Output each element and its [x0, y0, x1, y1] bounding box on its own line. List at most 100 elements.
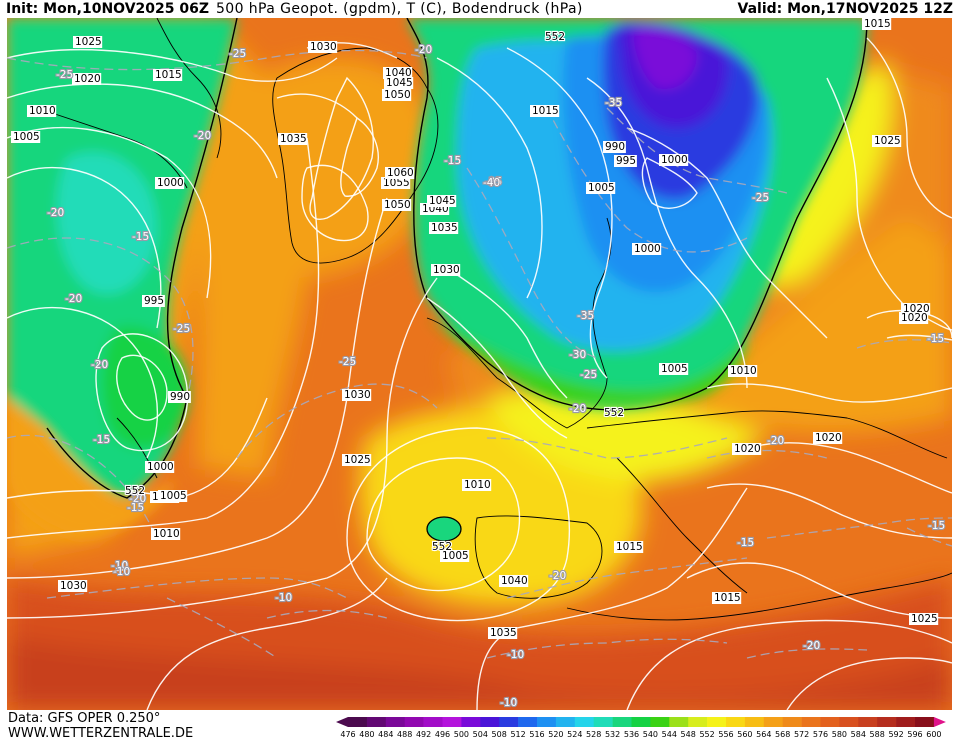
temperature-label: -15 — [737, 537, 754, 549]
colorbar-tick-label: 508 — [492, 730, 507, 739]
height-label: 552 — [125, 485, 145, 497]
temperature-label: -15 — [444, 155, 461, 167]
colorbar-tick-label: 476 — [340, 730, 355, 739]
temperature-label: -20 — [65, 293, 82, 305]
colorbar-tick-label: 524 — [567, 730, 582, 739]
colorbar-swatch — [669, 717, 688, 727]
colorbar — [336, 714, 959, 730]
map-title: 500 hPa Geopot. (gpdm), T (C), Bodendruc… — [216, 0, 583, 18]
pressure-label: 1005 — [588, 182, 615, 194]
pressure-label: 1005 — [160, 490, 187, 502]
colorbar-swatch — [575, 717, 594, 727]
pressure-label: 1050 — [384, 199, 411, 211]
colorbar-swatch — [764, 717, 783, 727]
colorbar-swatch — [499, 717, 518, 727]
temperature-label: -20 — [767, 435, 784, 447]
weather-map: 1025 1020 1015 1010 1005 1000 995 990 1030 1035 10… — [7, 18, 952, 710]
colorbar-tick-label: 492 — [416, 730, 431, 739]
colorbar-tick-label: 484 — [378, 730, 393, 739]
colorbar-tick-label: 512 — [510, 730, 525, 739]
temperature-label: -20 — [91, 359, 108, 371]
temperature-label: -10 — [500, 697, 517, 709]
pressure-label: 1030 — [310, 41, 337, 53]
temperature-label: -20 — [803, 640, 820, 652]
pressure-label: 1040 — [501, 575, 528, 587]
temperature-label: -25 — [229, 48, 246, 60]
colorbar-tick-label: 548 — [681, 730, 696, 739]
pressure-label: 990 — [605, 141, 625, 153]
chart-header: Init: Mon,10NOV2025 06Z 500 hPa Geopot. … — [0, 0, 959, 18]
colorbar-swatch — [726, 717, 745, 727]
colorbar-swatch — [537, 717, 556, 727]
temperature-label: -40 — [483, 177, 500, 189]
pressure-label: 1020 — [74, 73, 101, 85]
colorbar-swatch — [839, 717, 858, 727]
pressure-label: 1060 — [387, 167, 414, 179]
temperature-label: -30 — [569, 349, 586, 361]
colorbar-tick-label: 588 — [870, 730, 885, 739]
pressure-label: 1005 — [13, 131, 40, 143]
valid-time-label: Valid: Mon,17NOV2025 12Z — [738, 0, 953, 18]
colorbar-tick-label: 596 — [907, 730, 922, 739]
colorbar-swatch — [858, 717, 877, 727]
colorbar-tick-labels: 476 480 484 488 492 496 500 504 508 512 516 520 524 5… — [343, 730, 953, 741]
colorbar-tick-label: 576 — [813, 730, 828, 739]
pressure-label: 995 — [144, 295, 164, 307]
colorbar-swatch — [707, 717, 726, 727]
pressure-label: 1035 — [280, 133, 307, 145]
init-time-label: Init: Mon,10NOV2025 06Z — [6, 0, 209, 18]
temperature-label: -35 — [605, 97, 622, 109]
temperature-label: -15 — [127, 502, 144, 514]
colorbar-swatch — [405, 717, 424, 727]
colorbar-tick-label: 488 — [397, 730, 412, 739]
data-source-label: Data: GFS OPER 0.250° — [8, 711, 193, 726]
colorbar-swatch — [821, 717, 840, 727]
colorbar-tick-label: 580 — [832, 730, 847, 739]
colorbar-over-arrow — [934, 717, 946, 727]
pressure-label: 1025 — [911, 613, 938, 625]
colorbar-swatch — [877, 717, 896, 727]
pressure-label: 1015 — [155, 69, 182, 81]
colorbar-swatch — [632, 717, 651, 727]
colorbar-tick-label: 568 — [775, 730, 790, 739]
temperature-label: -25 — [580, 369, 597, 381]
pressure-label: 1000 — [634, 243, 661, 255]
colorbar-tick-label: 584 — [851, 730, 866, 739]
colorbar-swatch — [594, 717, 613, 727]
colorbar-under-arrow — [336, 717, 348, 727]
temperature-label: -25 — [56, 69, 73, 81]
pressure-label: 1020 — [815, 432, 842, 444]
colorbar-tick-label: 560 — [737, 730, 752, 739]
colorbar-swatch — [480, 717, 499, 727]
temperature-label: -15 — [928, 520, 945, 532]
temperature-label: -20 — [569, 403, 586, 415]
temperature-label: -10 — [113, 566, 130, 578]
colorbar-swatch — [443, 717, 462, 727]
pressure-label: 1015 — [714, 592, 741, 604]
colorbar-tick-label: 536 — [624, 730, 639, 739]
height-label: 552 — [545, 31, 565, 43]
temperature-label: -15 — [927, 333, 944, 345]
colorbar-swatch — [650, 717, 669, 727]
pressure-label: 1045 — [386, 77, 413, 89]
pressure-label: 995 — [616, 155, 636, 167]
temperature-label: -20 — [47, 207, 64, 219]
pressure-label: 1045 — [429, 195, 456, 207]
temperature-label: -25 — [339, 356, 356, 368]
pressure-label: 1010 — [29, 105, 56, 117]
colorbar-tick-label: 500 — [454, 730, 469, 739]
height-label: 552 — [432, 541, 452, 553]
website-label: WWW.WETTERZENTRALE.DE — [8, 726, 193, 741]
temperature-label: -25 — [752, 192, 769, 204]
colorbar-tick-label: 564 — [756, 730, 771, 739]
colorbar-swatch — [613, 717, 632, 727]
colorbar-swatch — [367, 717, 386, 727]
temperature-label: -35 — [577, 310, 594, 322]
pressure-label: 1030 — [433, 264, 460, 276]
footer: Data: GFS OPER 0.250° WWW.WETTERZENTRALE… — [8, 711, 193, 741]
pressure-label: 1015 — [532, 105, 559, 117]
pressure-label: 1010 — [730, 365, 757, 377]
colorbar-swatch — [688, 717, 707, 727]
colorbar-tick-label: 532 — [605, 730, 620, 739]
colorbar-swatch — [386, 717, 405, 727]
